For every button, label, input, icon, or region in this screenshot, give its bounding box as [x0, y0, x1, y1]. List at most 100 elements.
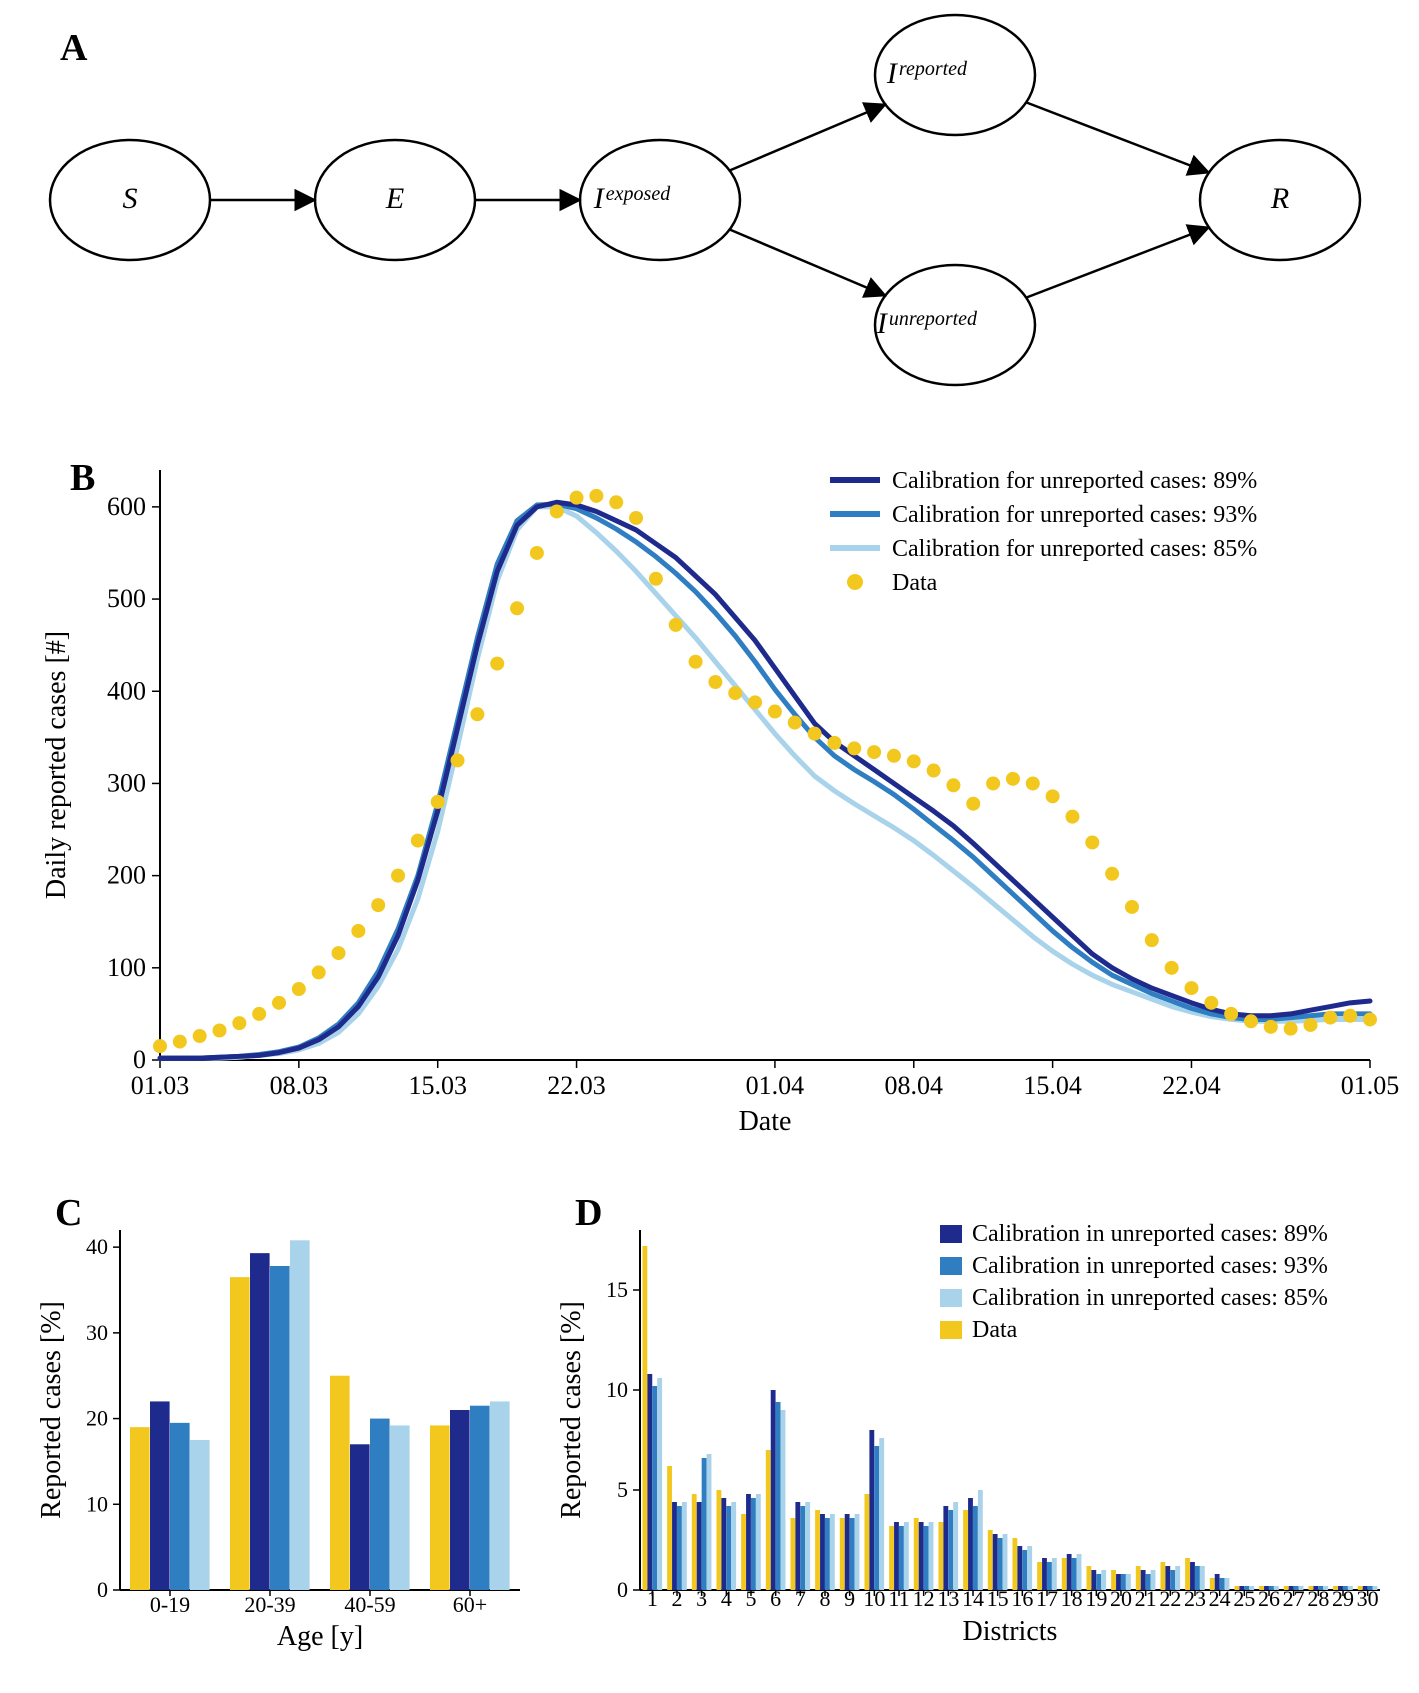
- panel-d-bar: [924, 1526, 929, 1590]
- panel-b-data-point: [1046, 789, 1060, 803]
- flow-node-label-Ie: Iexposed: [593, 182, 671, 215]
- panel-b-ytick: 300: [107, 768, 146, 797]
- panel-c-bar: [150, 1401, 170, 1590]
- panel-d-bar: [682, 1502, 687, 1590]
- panel-b-ytick: 600: [107, 492, 146, 521]
- panel-a: ASEIexposedIreportedIunreportedR: [50, 15, 1360, 385]
- panel-d-bar: [993, 1534, 998, 1590]
- panel-d-bar: [1111, 1570, 1116, 1590]
- panel-b-xtick: 01.04: [746, 1071, 805, 1100]
- panel-d-bar: [855, 1514, 860, 1590]
- flow-node-label-Iu: Iunreported: [876, 307, 978, 340]
- panel-c-letter: C: [55, 1192, 82, 1234]
- panel-c-bar: [470, 1406, 490, 1590]
- panel-d-bar: [672, 1502, 677, 1590]
- panel-b-xtick: 01.03: [131, 1071, 190, 1100]
- panel-b-data-point: [232, 1016, 246, 1030]
- panel-b-xtick: 22.04: [1162, 1071, 1221, 1100]
- panel-d-bar: [741, 1514, 746, 1590]
- panel-d-bar: [726, 1506, 731, 1590]
- panel-b-data-point: [1284, 1022, 1298, 1036]
- panel-a-letter: A: [60, 27, 88, 69]
- panel-b-data-point: [530, 546, 544, 560]
- panel-d-bar: [1091, 1570, 1096, 1590]
- panel-d-bar: [1338, 1586, 1343, 1590]
- panel-d-bar: [869, 1430, 874, 1590]
- panel-d-bar: [1220, 1578, 1225, 1590]
- panel-c-xtick: 60+: [453, 1592, 487, 1617]
- panel-d-bar: [1067, 1554, 1072, 1590]
- panel-d-bar: [756, 1494, 761, 1590]
- panel-d-bar: [988, 1530, 993, 1590]
- panel-b-data-point: [490, 657, 504, 671]
- panel-b-xtick: 08.03: [270, 1071, 329, 1100]
- panel-d-bar: [1333, 1586, 1338, 1590]
- panel-d-bar: [850, 1518, 855, 1590]
- panel-b-data-point: [431, 795, 445, 809]
- panel-b-xtick: 01.05: [1341, 1071, 1400, 1100]
- panel-b-xtick: 22.03: [547, 1071, 606, 1100]
- panel-b-data-point: [1184, 981, 1198, 995]
- panel-d-bar: [800, 1506, 805, 1590]
- panel-b-data-point: [589, 489, 603, 503]
- panel-b-data-point: [1065, 810, 1079, 824]
- panel-d-bar: [1003, 1534, 1008, 1590]
- panel-d-bar: [929, 1522, 934, 1590]
- panel-d-bar: [1313, 1586, 1318, 1590]
- legend-label: Data: [892, 570, 938, 596]
- panel-d-bar: [968, 1498, 973, 1590]
- panel-b-data-point: [609, 495, 623, 509]
- panel-d-bar: [904, 1522, 909, 1590]
- panel-b-data-point: [748, 695, 762, 709]
- legend-label: Data: [972, 1317, 1018, 1343]
- panel-b-data-point: [272, 996, 286, 1010]
- legend-label: Calibration in unreported cases: 89%: [972, 1221, 1328, 1247]
- panel-b-series-85: [160, 507, 1370, 1058]
- panel-d-bar: [899, 1526, 904, 1590]
- panel-b-data-point: [1204, 996, 1218, 1010]
- panel-b-data-point: [332, 946, 346, 960]
- panel-b-series-93: [160, 504, 1370, 1058]
- panel-b-data-point: [847, 741, 861, 755]
- panel-b: B010020030040050060001.0308.0315.0322.03…: [41, 457, 1399, 1137]
- panel-d-bar: [721, 1498, 726, 1590]
- panel-d-bar: [1175, 1566, 1180, 1590]
- panel-b-data-point: [1085, 835, 1099, 849]
- panel-d-bar: [1210, 1578, 1215, 1590]
- panel-b-ylabel: Daily reported cases [#]: [41, 631, 72, 899]
- panel-b-data-point: [788, 716, 802, 730]
- panel-b-data-point: [1165, 961, 1179, 975]
- panel-d-bar: [1012, 1538, 1017, 1590]
- panel-d-bar: [1259, 1586, 1264, 1590]
- panel-b-data-point: [708, 675, 722, 689]
- legend-swatch: [940, 1289, 962, 1307]
- panel-d-bar: [1086, 1566, 1091, 1590]
- panel-c-ytick: 10: [86, 1491, 108, 1516]
- panel-b-data-point: [173, 1035, 187, 1049]
- panel-b-data-point: [312, 965, 326, 979]
- panel-d-ylabel: Reported cases [%]: [556, 1301, 587, 1519]
- panel-d-bar: [1195, 1566, 1200, 1590]
- panel-d-bar: [1225, 1578, 1230, 1590]
- panel-d-bar: [1072, 1558, 1077, 1590]
- panel-d-bar: [820, 1514, 825, 1590]
- flow-node-label-R: R: [1270, 182, 1289, 215]
- panel-d-bar: [1239, 1586, 1244, 1590]
- panel-c-ytick: 0: [97, 1577, 108, 1602]
- panel-d-bar: [874, 1446, 879, 1590]
- panel-d-bar: [1358, 1586, 1363, 1590]
- panel-b-data-point: [669, 618, 683, 632]
- panel-c-bar: [250, 1253, 270, 1590]
- panel-d-bar: [919, 1522, 924, 1590]
- panel-b-xlabel: Date: [739, 1106, 792, 1137]
- panel-d-bar: [1077, 1554, 1082, 1590]
- panel-d-bar: [1126, 1574, 1131, 1590]
- panel-b-data-point: [1125, 900, 1139, 914]
- panel-d-bar: [1160, 1562, 1165, 1590]
- panel-d-bar: [889, 1526, 894, 1590]
- panel-b-ytick: 200: [107, 861, 146, 890]
- panel-b-data-point: [827, 736, 841, 750]
- panel-d-bar: [978, 1490, 983, 1590]
- panel-b-xtick: 08.04: [885, 1071, 944, 1100]
- panel-b-data-point: [570, 491, 584, 505]
